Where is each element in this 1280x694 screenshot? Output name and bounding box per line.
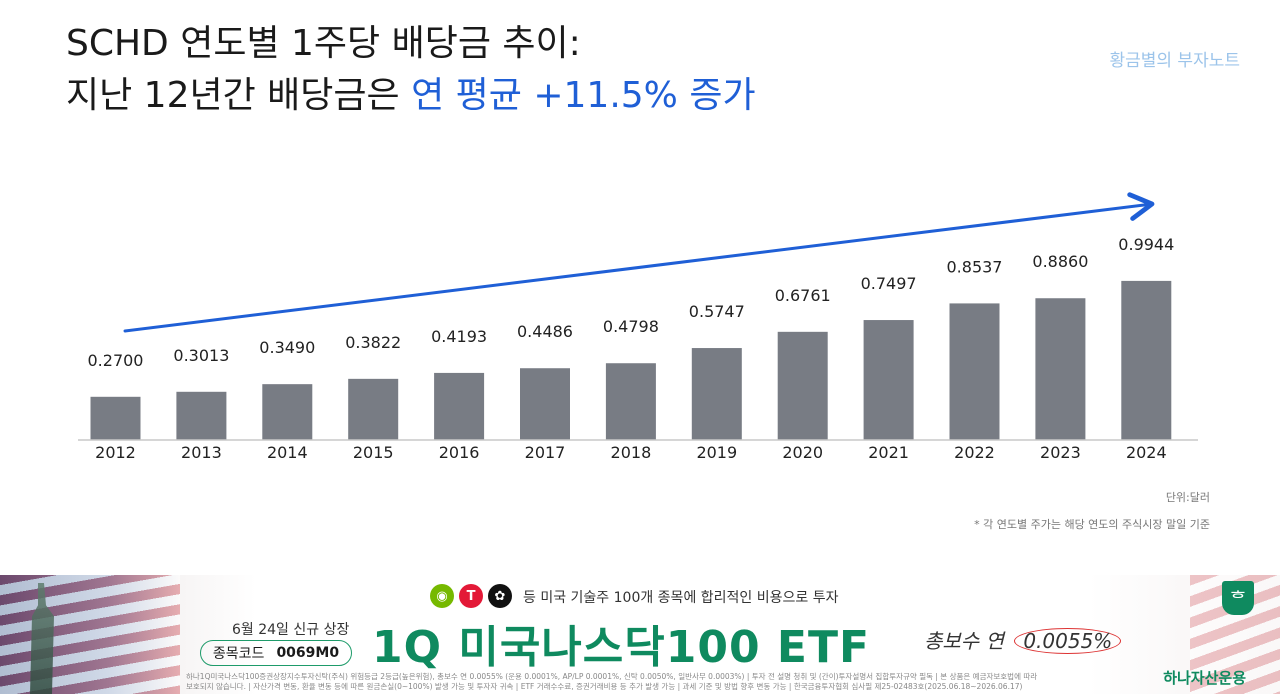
bar-2017 [520,368,570,440]
tesla-icon: T [459,584,483,608]
x-tick-2014: 2014 [267,443,308,462]
value-label-2024: 0.9944 [1118,235,1174,254]
value-label-2021: 0.7497 [861,274,917,293]
bars-layer [90,280,1172,440]
title-line-1: SCHD 연도별 1주당 배당금 추이: [66,23,581,64]
bar-2018 [605,363,656,440]
x-tick-2012: 2012 [95,443,136,462]
value-label-2016: 0.4193 [431,327,487,346]
x-tick-2022: 2022 [954,443,995,462]
ticker-code-value: 0069M0 [276,645,340,661]
title-line-2: 지난 12년간 배당금은 [66,75,412,116]
value-label-2022: 0.8537 [947,257,1003,276]
bar-2012 [90,396,141,440]
value-label-2012: 0.2700 [88,351,144,370]
dividend-bar-chart: 0.2700 0.3013 0.3490 0.3822 0.4193 0.4486 0.47… [78,192,1198,462]
fee-label: 총보수 연 [924,629,1004,653]
listing-date: 6월 24일 신규 상장 [232,622,350,638]
x-tick-2021: 2021 [868,443,909,462]
x-tick-2015: 2015 [353,443,394,462]
bar-2013 [176,391,227,440]
bar-2016 [434,372,485,440]
value-label-2015: 0.3822 [345,333,401,352]
value-label-2014: 0.3490 [259,338,315,357]
x-tick-2023: 2023 [1040,443,1081,462]
x-tick-2019: 2019 [696,443,737,462]
x-tick-2020: 2020 [782,443,823,462]
nvidia-icon: ◉ [430,584,454,608]
title-highlight: 연 평균 +11.5% 증가 [411,75,756,116]
x-tick-2018: 2018 [611,443,652,462]
value-label-2018: 0.4798 [603,317,659,336]
product-name: 1Q 미국나스닥100 ETF [372,622,871,673]
bar-2019 [691,348,742,440]
fine-print-line-1: 하나1Q미국나스닥100증권상장지수투자신탁(주식) 위험등급 2등급(높은위험… [186,672,1038,681]
value-label-2019: 0.5747 [689,302,745,321]
fee-value: 0.0055% [1014,628,1122,654]
fine-print-line-2: 보호되지 않습니다. | 자산가격 변동, 환율 변동 등에 따른 원금손실(0… [186,682,1023,691]
value-labels-layer: 0.2700 0.3013 0.3490 0.3822 0.4193 0.4486 0.47… [88,235,1175,370]
bar-2022 [949,303,1000,440]
flag-image [0,575,180,694]
page-title: SCHD 연도별 1주당 배당금 추이: 지난 12년간 배당금은 연 평균 +… [66,18,756,122]
footnote: * 각 연도별 주가는 해당 연도의 주식시장 말일 기준 [974,518,1210,531]
fine-print: 하나1Q미국나스닥100증권상장지수투자신탁(주식) 위험등급 2등급(높은위험… [186,672,1106,692]
openai-icon: ✿ [488,584,512,608]
brand-watermark: 황금별의 부자노트 [1109,51,1240,71]
fee-info: 총보수 연 0.0055% [924,625,1122,654]
trend-arrow [123,192,1155,333]
ad-banner[interactable]: ◉ T ✿ 등 미국 기술주 100개 종목에 합리적인 비용으로 투자 6월 … [0,575,1280,694]
x-tick-2024: 2024 [1126,443,1167,462]
value-label-2017: 0.4486 [517,322,573,341]
value-label-2013: 0.3013 [173,346,229,365]
bar-2021 [863,320,914,440]
ticker-code-badge: 종목코드 0069M0 [200,640,352,666]
value-label-2020: 0.6761 [775,286,831,305]
value-label-2023: 0.8860 [1032,252,1088,271]
bar-2024 [1121,280,1172,440]
x-tick-2017: 2017 [525,443,566,462]
unit-label: 단위:달러 [1165,491,1210,504]
company-name: 하나자산운용 [1163,669,1246,687]
bar-2020 [777,331,828,440]
company-logos: ◉ T ✿ [430,584,512,608]
hana-logo-icon: ᄒ [1222,581,1254,615]
ticker-code-label: 종목코드 [212,646,265,662]
bar-2023 [1035,298,1086,440]
bar-2015 [348,378,399,440]
bar-2014 [262,384,313,440]
x-tick-labels-layer: 2012 2013 2014 2015 2016 2017 2018 2019 2020 2021… [95,443,1167,462]
x-tick-2013: 2013 [181,443,222,462]
x-tick-2016: 2016 [439,443,480,462]
ad-tagline: 등 미국 기술주 100개 종목에 합리적인 비용으로 투자 [523,590,839,606]
